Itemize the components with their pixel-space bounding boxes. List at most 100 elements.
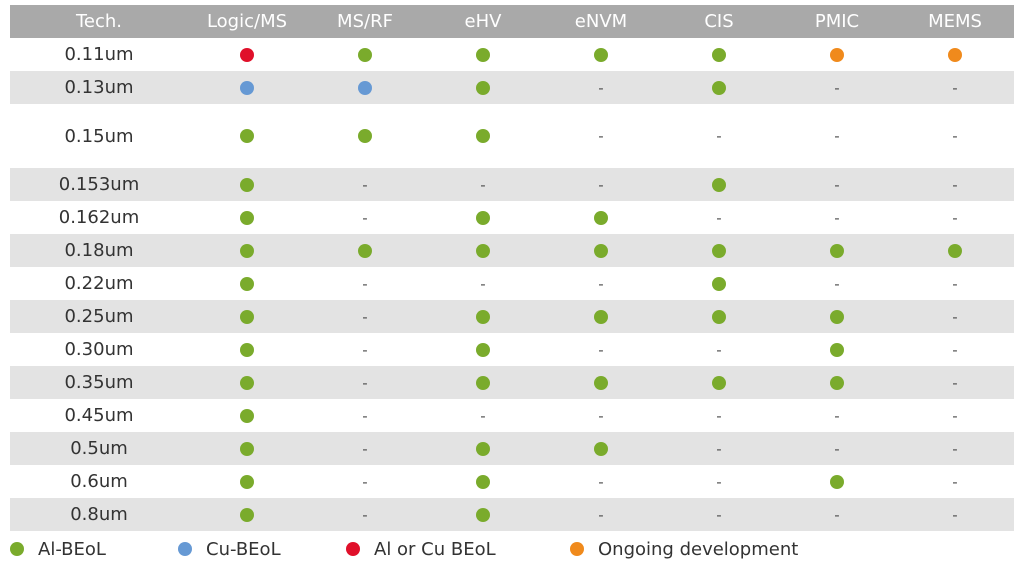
table-row: 0.13um - - - [10,71,1014,104]
table-row: 0.15um - - - - [10,104,1014,168]
availability-cell [188,104,306,168]
legend-label: Cu-BEoL [206,538,281,560]
legend-item-orange: Ongoing development [570,539,798,560]
availability-cell [188,234,306,267]
table-header: Tech. Logic/MS MS/RF eHV eNVM CIS PMIC MEMS [10,5,1014,38]
green-dot-icon [240,474,254,489]
not-available-dash: - [716,127,722,145]
tech-node-label: 0.18um [64,240,134,261]
green-dot-icon [594,441,608,456]
availability-cell [660,38,778,71]
green-dot-icon [712,177,726,192]
green-dot-icon [476,441,490,456]
legend: Al-BEoL Cu-BEoL Al or Cu BEoL Ongoing devel… [10,536,1013,562]
availability-cell [424,201,542,234]
availability-cell [424,234,542,267]
availability-cell [660,366,778,399]
legend-item-blue: Cu-BEoL [178,539,281,560]
not-available-dash: - [834,406,840,425]
not-available-dash: - [362,307,368,326]
availability-cell [778,234,896,267]
green-dot-icon [240,129,254,143]
tech-node-label: 0.8um [70,504,128,525]
table-row: 0.45um - - - - - - [10,399,1014,432]
tech-node-label: 0.30um [64,339,134,360]
availability-cell [306,234,424,267]
not-available-dash: - [480,274,486,293]
green-dot-icon [476,474,490,489]
not-available-dash: - [834,208,840,227]
not-available-dash: - [362,208,368,227]
availability-cell [778,333,896,366]
availability-cell [306,38,424,71]
green-dot-icon [240,507,254,522]
not-available-dash: - [952,307,958,326]
not-available-dash: - [834,274,840,293]
availability-cell [424,71,542,104]
availability-cell [896,234,1014,267]
table-row: 0.8um - - - - - [10,498,1014,531]
column-header-mems: MEMS [928,11,982,32]
table-row: 0.6um - - - - [10,465,1014,498]
tech-node-label: 0.162um [58,207,140,228]
not-available-dash: - [952,274,958,293]
green-dot-icon [476,309,490,324]
availability-cell [660,71,778,104]
green-dot-icon [240,408,254,423]
availability-cell [424,366,542,399]
not-available-dash: - [716,472,722,491]
green-dot-icon [830,309,844,324]
not-available-dash: - [952,340,958,359]
availability-cell [896,38,1014,71]
tech-node-label: 0.25um [64,306,134,327]
green-dot-icon [594,210,608,225]
availability-cell [778,300,896,333]
availability-cell [542,366,660,399]
orange-dot-icon [948,47,962,62]
table-row: 0.22um - - - - - [10,267,1014,300]
green-dot-icon [830,243,844,258]
green-dot-icon [476,210,490,225]
not-available-dash: - [480,175,486,194]
not-available-dash: - [716,439,722,458]
green-dot-icon [476,507,490,522]
not-available-dash: - [716,406,722,425]
green-dot-icon [712,375,726,390]
green-dot-icon [712,243,726,258]
green-dot-icon [10,542,24,556]
tech-node-label: 0.5um [70,438,128,459]
green-dot-icon [830,342,844,357]
availability-cell [188,333,306,366]
tech-node-label: 0.13um [64,77,134,98]
legend-label: Al-BEoL [38,538,106,560]
not-available-dash: - [480,406,486,425]
availability-cell [778,38,896,71]
availability-cell [188,432,306,465]
not-available-dash: - [716,340,722,359]
not-available-dash: - [598,78,604,97]
red-dot-icon [346,542,360,556]
not-available-dash: - [598,274,604,293]
availability-cell [188,366,306,399]
availability-cell [660,168,778,201]
column-header-ehv: eHV [464,11,502,32]
legend-item-red: Al or Cu BEoL [346,539,496,560]
not-available-dash: - [834,127,840,145]
not-available-dash: - [952,175,958,194]
green-dot-icon [712,47,726,62]
availability-cell [542,201,660,234]
availability-cell [660,234,778,267]
availability-cell [188,498,306,531]
green-dot-icon [594,309,608,324]
availability-cell [778,366,896,399]
not-available-dash: - [952,208,958,227]
not-available-dash: - [598,127,604,145]
not-available-dash: - [952,439,958,458]
green-dot-icon [358,47,372,62]
column-header-envm: eNVM [574,11,628,32]
availability-cell [306,71,424,104]
green-dot-icon [948,243,962,258]
availability-cell [778,465,896,498]
tech-node-label: 0.11um [64,44,134,65]
availability-cell [424,104,542,168]
